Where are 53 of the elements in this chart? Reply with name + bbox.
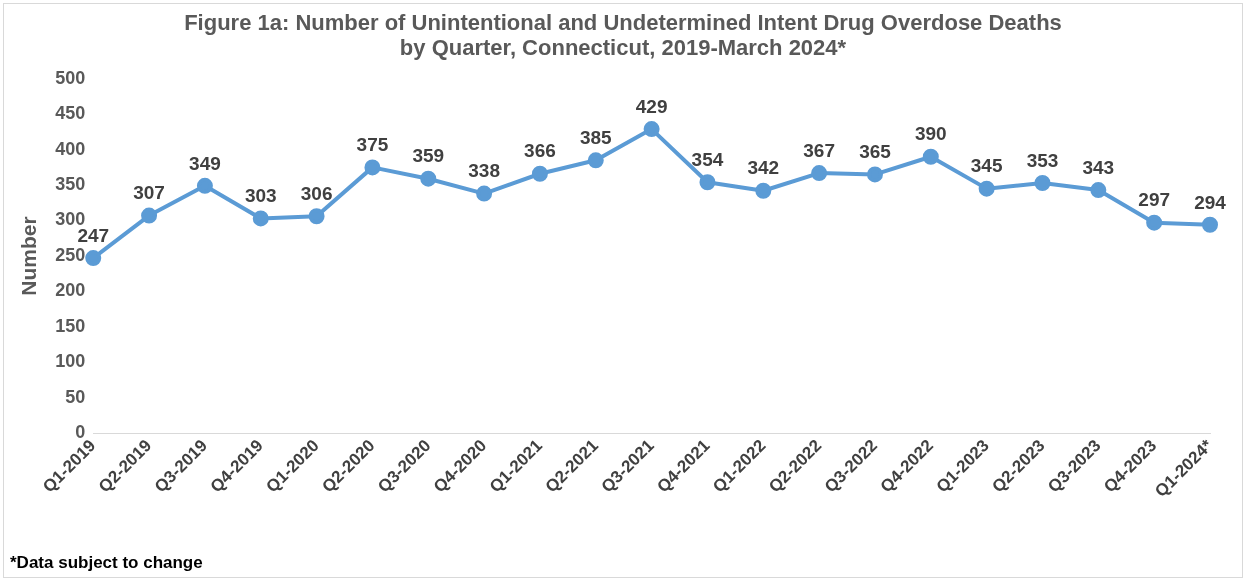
data-label: 345 xyxy=(970,155,1003,177)
point xyxy=(922,148,939,165)
point xyxy=(866,166,883,183)
point xyxy=(1090,182,1107,199)
point xyxy=(1146,214,1163,231)
data-label: 349 xyxy=(189,152,221,174)
data-label: 385 xyxy=(579,127,613,149)
data-label: 338 xyxy=(468,160,500,182)
point xyxy=(531,165,548,182)
data-label: 353 xyxy=(1026,149,1059,171)
y-tick-label: 100 xyxy=(55,351,86,372)
point xyxy=(420,170,437,187)
data-label: 429 xyxy=(635,95,668,117)
y-tick-label: 500 xyxy=(55,67,86,88)
y-tick-label: 150 xyxy=(55,315,86,336)
point xyxy=(85,250,102,267)
data-label: 375 xyxy=(356,134,389,156)
data-label: 342 xyxy=(747,157,780,179)
chart-title: Figure 1a: Number of Unintentional and Undetermined Intent Drug Overdose Deaths by Quarter, Connecticut, 2019-March 2024* xyxy=(183,10,1063,60)
data-label: 343 xyxy=(1082,156,1115,178)
point xyxy=(1034,174,1051,191)
data-label: 294 xyxy=(1194,191,1227,213)
point xyxy=(1202,216,1218,233)
y-axis-title: Number xyxy=(17,216,41,296)
point xyxy=(587,152,604,169)
point xyxy=(252,210,269,227)
text: *Data subject to change xyxy=(10,553,203,573)
y-tick-label: 400 xyxy=(55,138,86,159)
data-label: 307 xyxy=(133,182,165,204)
data-label: 354 xyxy=(691,148,724,170)
point xyxy=(755,182,772,199)
y-tick-label: 450 xyxy=(55,103,86,124)
data-label: 367 xyxy=(803,139,835,161)
point xyxy=(699,174,716,191)
data-label: 359 xyxy=(412,145,445,167)
y-tick-label: 250 xyxy=(55,244,86,265)
y-tick-label: 50 xyxy=(65,386,86,407)
data-label: 365 xyxy=(859,141,892,163)
data-label: 303 xyxy=(244,185,277,207)
y-tick-label: 350 xyxy=(55,174,86,195)
data-label: 366 xyxy=(524,140,556,162)
data-label: 297 xyxy=(1138,189,1171,211)
point xyxy=(196,177,213,194)
point xyxy=(308,208,325,225)
point xyxy=(141,207,158,224)
point xyxy=(476,185,493,202)
point xyxy=(364,159,381,176)
point xyxy=(978,180,995,197)
point xyxy=(643,121,660,138)
data-label: 390 xyxy=(914,123,947,145)
data-label: 306 xyxy=(300,183,333,205)
y-tick-label: 200 xyxy=(55,280,86,301)
point xyxy=(811,165,828,182)
